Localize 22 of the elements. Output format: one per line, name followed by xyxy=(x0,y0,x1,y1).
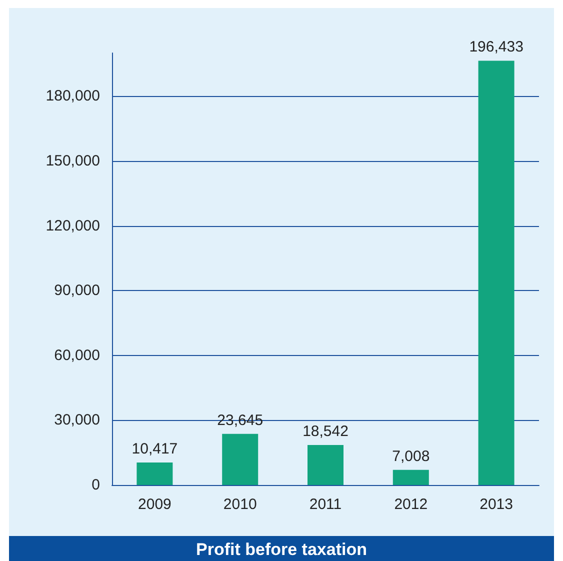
x-tick-label: 2011 xyxy=(309,496,342,513)
x-tick-label: 2009 xyxy=(138,496,172,513)
x-tick-label: 2012 xyxy=(394,496,428,513)
data-label: 10,417 xyxy=(132,440,178,458)
bar xyxy=(222,434,258,485)
y-tick-label: 150,000 xyxy=(46,152,100,170)
data-label: 7,008 xyxy=(392,448,430,465)
x-tick-label: 2010 xyxy=(223,496,257,513)
y-tick-label: 60,000 xyxy=(54,346,100,364)
bar xyxy=(308,444,344,485)
y-tick-label: 120,000 xyxy=(46,217,100,234)
bar xyxy=(136,462,173,485)
bar xyxy=(392,470,429,485)
x-tick-label: 2013 xyxy=(480,496,513,513)
y-tick-label: 180,000 xyxy=(46,88,100,105)
y-tick-label: 30,000 xyxy=(54,412,100,429)
y-tick-label: 0 xyxy=(92,476,100,494)
text: Profit before taxation xyxy=(9,536,554,561)
data-label: 18,542 xyxy=(302,422,348,440)
y-tick-label: 90,000 xyxy=(54,282,100,300)
data-label: 196,433 xyxy=(469,38,524,56)
bar xyxy=(478,60,514,485)
